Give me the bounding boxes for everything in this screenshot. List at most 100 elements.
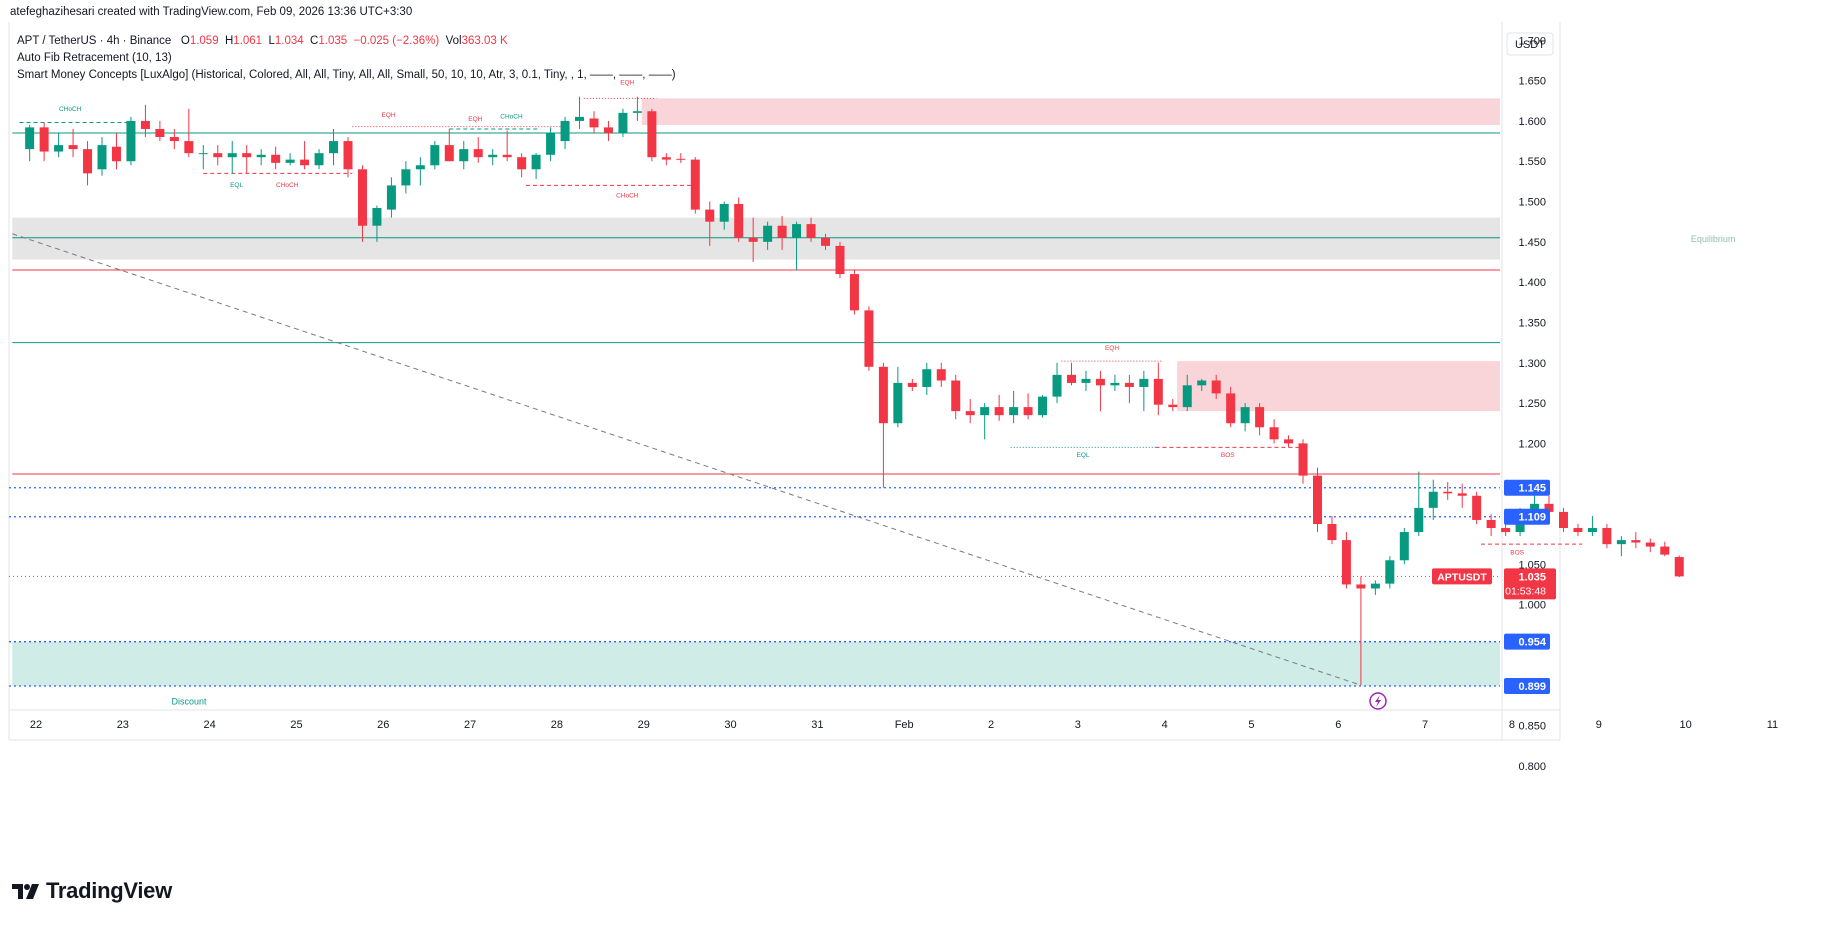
candle[interactable] [1066, 362, 1076, 386]
lightning-icon[interactable] [1369, 692, 1387, 710]
candle[interactable] [1052, 362, 1062, 404]
indicator-fib[interactable]: Auto Fib Retracement (10, 13) [17, 52, 172, 64]
candle[interactable] [1095, 370, 1105, 412]
candle[interactable] [357, 165, 367, 242]
candle[interactable] [1558, 507, 1568, 533]
candle[interactable] [488, 149, 498, 166]
candle[interactable] [343, 137, 353, 178]
candle[interactable] [1226, 386, 1236, 428]
candle[interactable] [531, 153, 541, 179]
candle[interactable] [1255, 403, 1265, 436]
candle[interactable] [430, 141, 440, 170]
candle[interactable] [25, 124, 35, 162]
candle[interactable] [256, 149, 266, 166]
candle[interactable] [213, 145, 223, 166]
candle[interactable] [1139, 370, 1149, 412]
candle[interactable] [300, 141, 310, 170]
currency-button[interactable] [1506, 32, 1554, 56]
candle[interactable] [227, 141, 237, 174]
candle[interactable] [1443, 482, 1453, 500]
candle[interactable] [184, 108, 194, 158]
candle[interactable] [517, 153, 527, 178]
candle[interactable] [126, 116, 136, 166]
candle[interactable] [1370, 580, 1380, 595]
candle[interactable] [1457, 483, 1467, 508]
candle[interactable] [1428, 479, 1438, 520]
candle[interactable] [1197, 378, 1207, 391]
candle[interactable] [473, 137, 483, 163]
candle[interactable] [1327, 515, 1337, 545]
candle[interactable] [372, 205, 382, 242]
candle[interactable] [575, 96, 585, 129]
candle[interactable] [864, 306, 874, 371]
candle[interactable] [603, 120, 613, 142]
candle[interactable] [965, 399, 975, 424]
candle[interactable] [763, 221, 773, 250]
candle[interactable] [155, 120, 165, 142]
candle[interactable] [907, 378, 917, 391]
candle[interactable] [1284, 435, 1294, 448]
candle[interactable] [1341, 532, 1351, 589]
candle[interactable] [1674, 555, 1684, 578]
candle[interactable] [242, 145, 252, 174]
candle[interactable] [748, 217, 758, 262]
candle[interactable] [68, 128, 78, 158]
candle[interactable] [705, 201, 715, 246]
candle[interactable] [849, 270, 859, 315]
candle[interactable] [1009, 390, 1019, 424]
candle[interactable] [285, 153, 295, 166]
candle[interactable] [54, 133, 64, 158]
candle[interactable] [1124, 374, 1134, 404]
candle[interactable] [806, 217, 816, 242]
candle[interactable] [1312, 467, 1322, 533]
candle[interactable] [1660, 541, 1670, 557]
tradingview-logo[interactable]: TradingView [12, 878, 172, 904]
candle[interactable] [980, 403, 990, 440]
candle[interactable] [1587, 515, 1597, 537]
candle[interactable] [1153, 362, 1163, 416]
candle[interactable] [734, 197, 744, 242]
candle[interactable] [661, 153, 671, 166]
candle[interactable] [951, 374, 961, 420]
candle[interactable] [560, 116, 570, 150]
candle[interactable] [459, 141, 469, 170]
candle[interactable] [1616, 536, 1626, 557]
candle[interactable] [893, 366, 903, 428]
candle[interactable] [835, 241, 845, 279]
candle[interactable] [314, 149, 324, 170]
candle[interactable] [1023, 393, 1033, 420]
candle[interactable] [546, 127, 556, 162]
candle[interactable] [676, 153, 686, 163]
candle[interactable] [792, 221, 802, 271]
candle[interactable] [1298, 439, 1308, 484]
candle[interactable] [271, 146, 281, 170]
symbol-legend[interactable]: APT / TetherUS · 4h · Binance O1.059 H1.… [17, 35, 508, 47]
candle[interactable] [1110, 374, 1120, 391]
candle[interactable] [1414, 471, 1424, 537]
candle[interactable] [1356, 576, 1366, 686]
candle[interactable] [1573, 523, 1583, 537]
candle[interactable] [821, 233, 831, 250]
candle[interactable] [1038, 395, 1048, 418]
candle[interactable] [1182, 374, 1192, 412]
candle[interactable] [719, 201, 729, 230]
candle[interactable] [1631, 532, 1641, 549]
candle[interactable] [1385, 556, 1395, 589]
candle[interactable] [878, 362, 888, 488]
candle[interactable] [589, 111, 599, 134]
candle[interactable] [329, 128, 339, 166]
candle[interactable] [502, 130, 512, 162]
candle[interactable] [140, 104, 150, 138]
candle[interactable] [97, 137, 107, 176]
candle[interactable] [777, 216, 787, 250]
candle[interactable] [169, 128, 179, 150]
candle[interactable] [444, 128, 454, 162]
indicator-smc[interactable]: Smart Money Concepts [LuxAlgo] (Historic… [17, 69, 676, 81]
candle[interactable] [1211, 374, 1221, 400]
candle[interactable] [386, 177, 396, 218]
candle[interactable] [1081, 370, 1091, 391]
candle[interactable] [1168, 399, 1178, 412]
candle[interactable] [111, 133, 121, 170]
candle[interactable] [618, 108, 628, 138]
